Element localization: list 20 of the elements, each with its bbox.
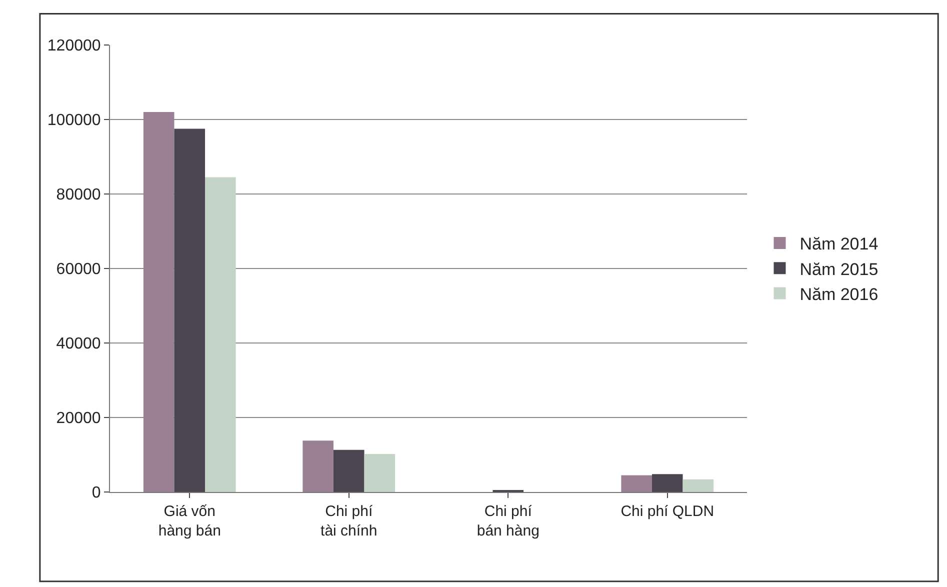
bar — [143, 112, 174, 492]
y-tick-label: 80000 — [56, 186, 101, 204]
bar — [621, 475, 652, 492]
y-tick-label: 20000 — [56, 410, 101, 428]
y-tick-label: 100000 — [47, 112, 101, 130]
legend-label: Năm 2016 — [800, 284, 878, 304]
y-tick-label: 60000 — [56, 261, 101, 278]
x-tick-label: Chi phí tài chính — [320, 503, 378, 540]
bar — [682, 479, 714, 492]
bar — [364, 454, 396, 492]
y-tick-label: 40000 — [56, 336, 101, 353]
y-tick-label: 120000 — [47, 38, 101, 55]
x-tick-label: Giá vốn hàng bán — [158, 503, 221, 540]
bar — [302, 440, 334, 492]
x-tick-label: Chi phí bán hàng — [476, 503, 540, 540]
y-tick-label: 0 — [92, 484, 101, 502]
legend-label: Năm 2014 — [800, 234, 878, 254]
bar — [205, 177, 236, 492]
legend-label: Năm 2015 — [800, 260, 878, 279]
x-tick-label: Chi phí QLDN — [620, 503, 714, 520]
